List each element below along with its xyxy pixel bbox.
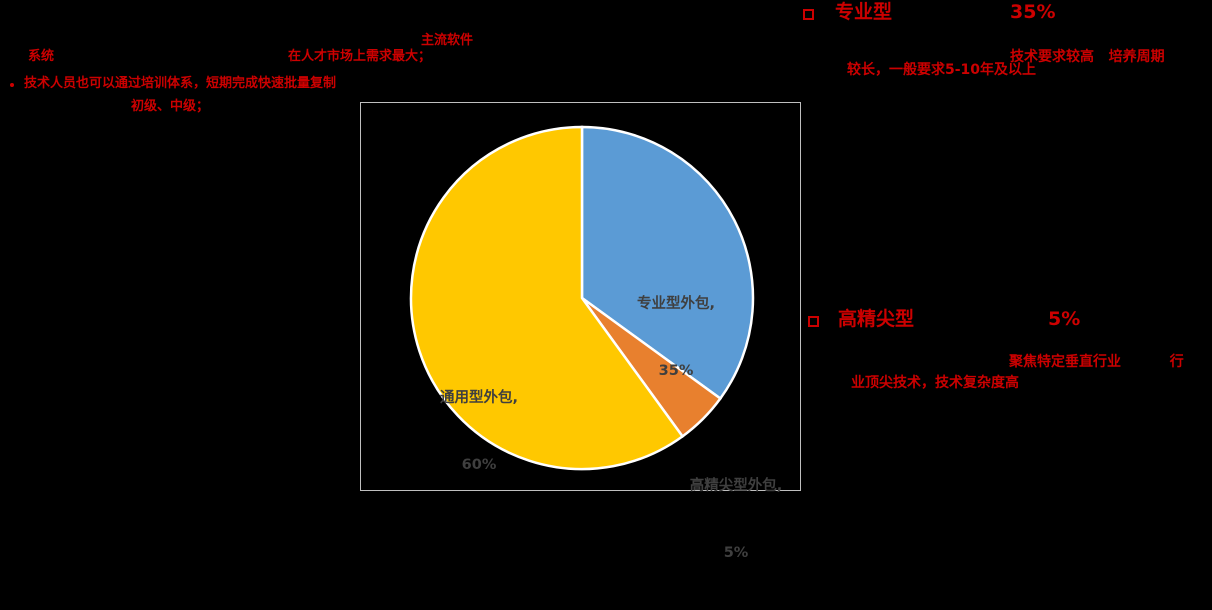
right-block-percent-professional: 35%: [1010, 1, 1056, 23]
pie-chart-frame: 专业型外包, 35% 通用型外包, 60% 高精尖型外包, 5%: [360, 102, 802, 561]
pie-label-general: 通用型外包, 60%: [409, 342, 549, 522]
right-block-desc2-hightech: 业顶尖技术，技术复杂度高: [851, 375, 1019, 391]
note-line4-levels: 初级、中级；: [131, 99, 210, 114]
note-line1-mainstream-software: 主流软件: [421, 33, 474, 48]
right-block-title-professional: 专业型: [835, 1, 893, 23]
right-block-desc1-hightech: 聚焦特定垂直行业 行: [1009, 354, 1184, 370]
note-line2-system: 系统: [28, 49, 55, 64]
right-block-desc1-professional: 技术要求较高 培养周期: [1010, 49, 1165, 65]
pie-chart: [361, 103, 802, 492]
pie-label-hightech-value: 5%: [723, 545, 749, 562]
pie-slice-2[interactable]: [409, 125, 685, 471]
square-bullet-icon-professional: [803, 9, 814, 20]
pie-label-hightech: 高精尖型外包, 5%: [661, 430, 811, 610]
pie-label-professional-name: 专业型外包,: [636, 295, 715, 312]
right-block-desc2-professional: 较长，一般要求5-10年及以上: [847, 62, 1037, 78]
pie-slice-0[interactable]: [580, 125, 755, 401]
pie-label-professional: 专业型外包, 35%: [606, 248, 746, 428]
note-line2-market-demand: 在人才市场上需求最大；: [288, 49, 432, 64]
pie-label-hightech-name: 高精尖型外包,: [689, 477, 783, 494]
pie-label-general-value: 60%: [461, 457, 497, 474]
pie-chart-svg: [409, 125, 755, 471]
square-bullet-icon-hightech: [808, 316, 819, 327]
right-block-percent-hightech: 5%: [1048, 308, 1081, 330]
note-line3-training-system: 技术人员也可以通过培训体系，短期完成快速批量复制: [24, 76, 337, 91]
pie-label-general-name: 通用型外包,: [439, 389, 518, 406]
right-block-title-hightech: 高精尖型: [838, 308, 915, 330]
bullet-dot-icon: [10, 83, 14, 87]
pie-label-professional-value: 35%: [658, 363, 694, 380]
